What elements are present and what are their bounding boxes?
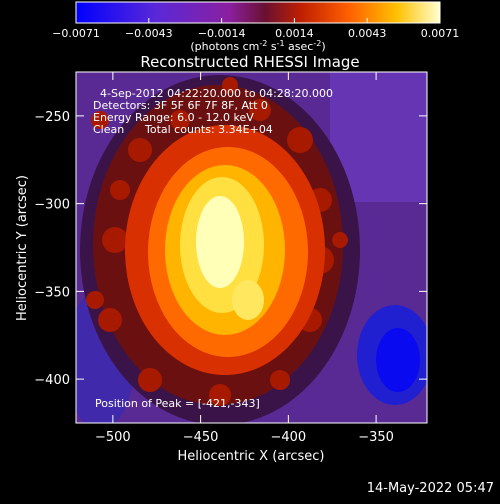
- heatmap-image: [76, 72, 427, 423]
- y-tick-label: −300: [34, 198, 70, 213]
- x-axis: −500 −450 −400 −350: [95, 72, 394, 445]
- x-tick-label: −400: [270, 430, 306, 445]
- y-axis: −250 −300 −350 −400: [34, 110, 427, 388]
- plot-frame: [75, 71, 428, 424]
- annotation-counts: Total counts: 3.34E+04: [144, 123, 273, 136]
- chart-title: Reconstructed RHESSI Image: [140, 53, 359, 71]
- y-axis-label: Heliocentric Y (arcsec): [15, 175, 30, 321]
- y-tick-label: −350: [34, 285, 70, 300]
- colorbar-tick-label: 0.0071: [421, 27, 460, 40]
- colorbar-tick-label: −0.0014: [198, 27, 246, 40]
- x-tick-label: −450: [183, 430, 219, 445]
- footer-timestamp: 14-May-2022 05:47: [366, 481, 494, 496]
- colorbar-tick-label: 0.0043: [348, 27, 387, 40]
- annotation-time: 4-Sep-2012 04:22:20.000 to 04:28:20.000: [100, 87, 333, 100]
- colorbar-tick-label: −0.0071: [52, 27, 100, 40]
- colorbar-ticks: −0.0071 −0.0043 −0.0014 0.0014 0.0043 0.0071: [52, 18, 459, 40]
- annotation-peak: Position of Peak = [-421,-343]: [95, 397, 260, 410]
- annotation-detectors: Detectors: 3F 5F 6F 7F 8F, Att 0: [93, 99, 268, 112]
- x-tick-label: −500: [95, 430, 131, 445]
- colorbar-tick-label: 0.0014: [275, 27, 314, 40]
- y-tick-label: −250: [34, 110, 70, 125]
- annotation-method: Clean: [93, 123, 124, 136]
- colorbar-tick-label: −0.0043: [125, 27, 173, 40]
- colorbar: [75, 1, 441, 24]
- x-tick-label: −350: [358, 430, 394, 445]
- colorbar-units: (photons cm-2 s-1 asec-2): [190, 39, 325, 53]
- x-axis-label: Heliocentric X (arcsec): [178, 449, 325, 464]
- annotation-energy: Energy Range: 6.0 - 12.0 keV: [93, 111, 254, 124]
- y-tick-label: −400: [34, 373, 70, 388]
